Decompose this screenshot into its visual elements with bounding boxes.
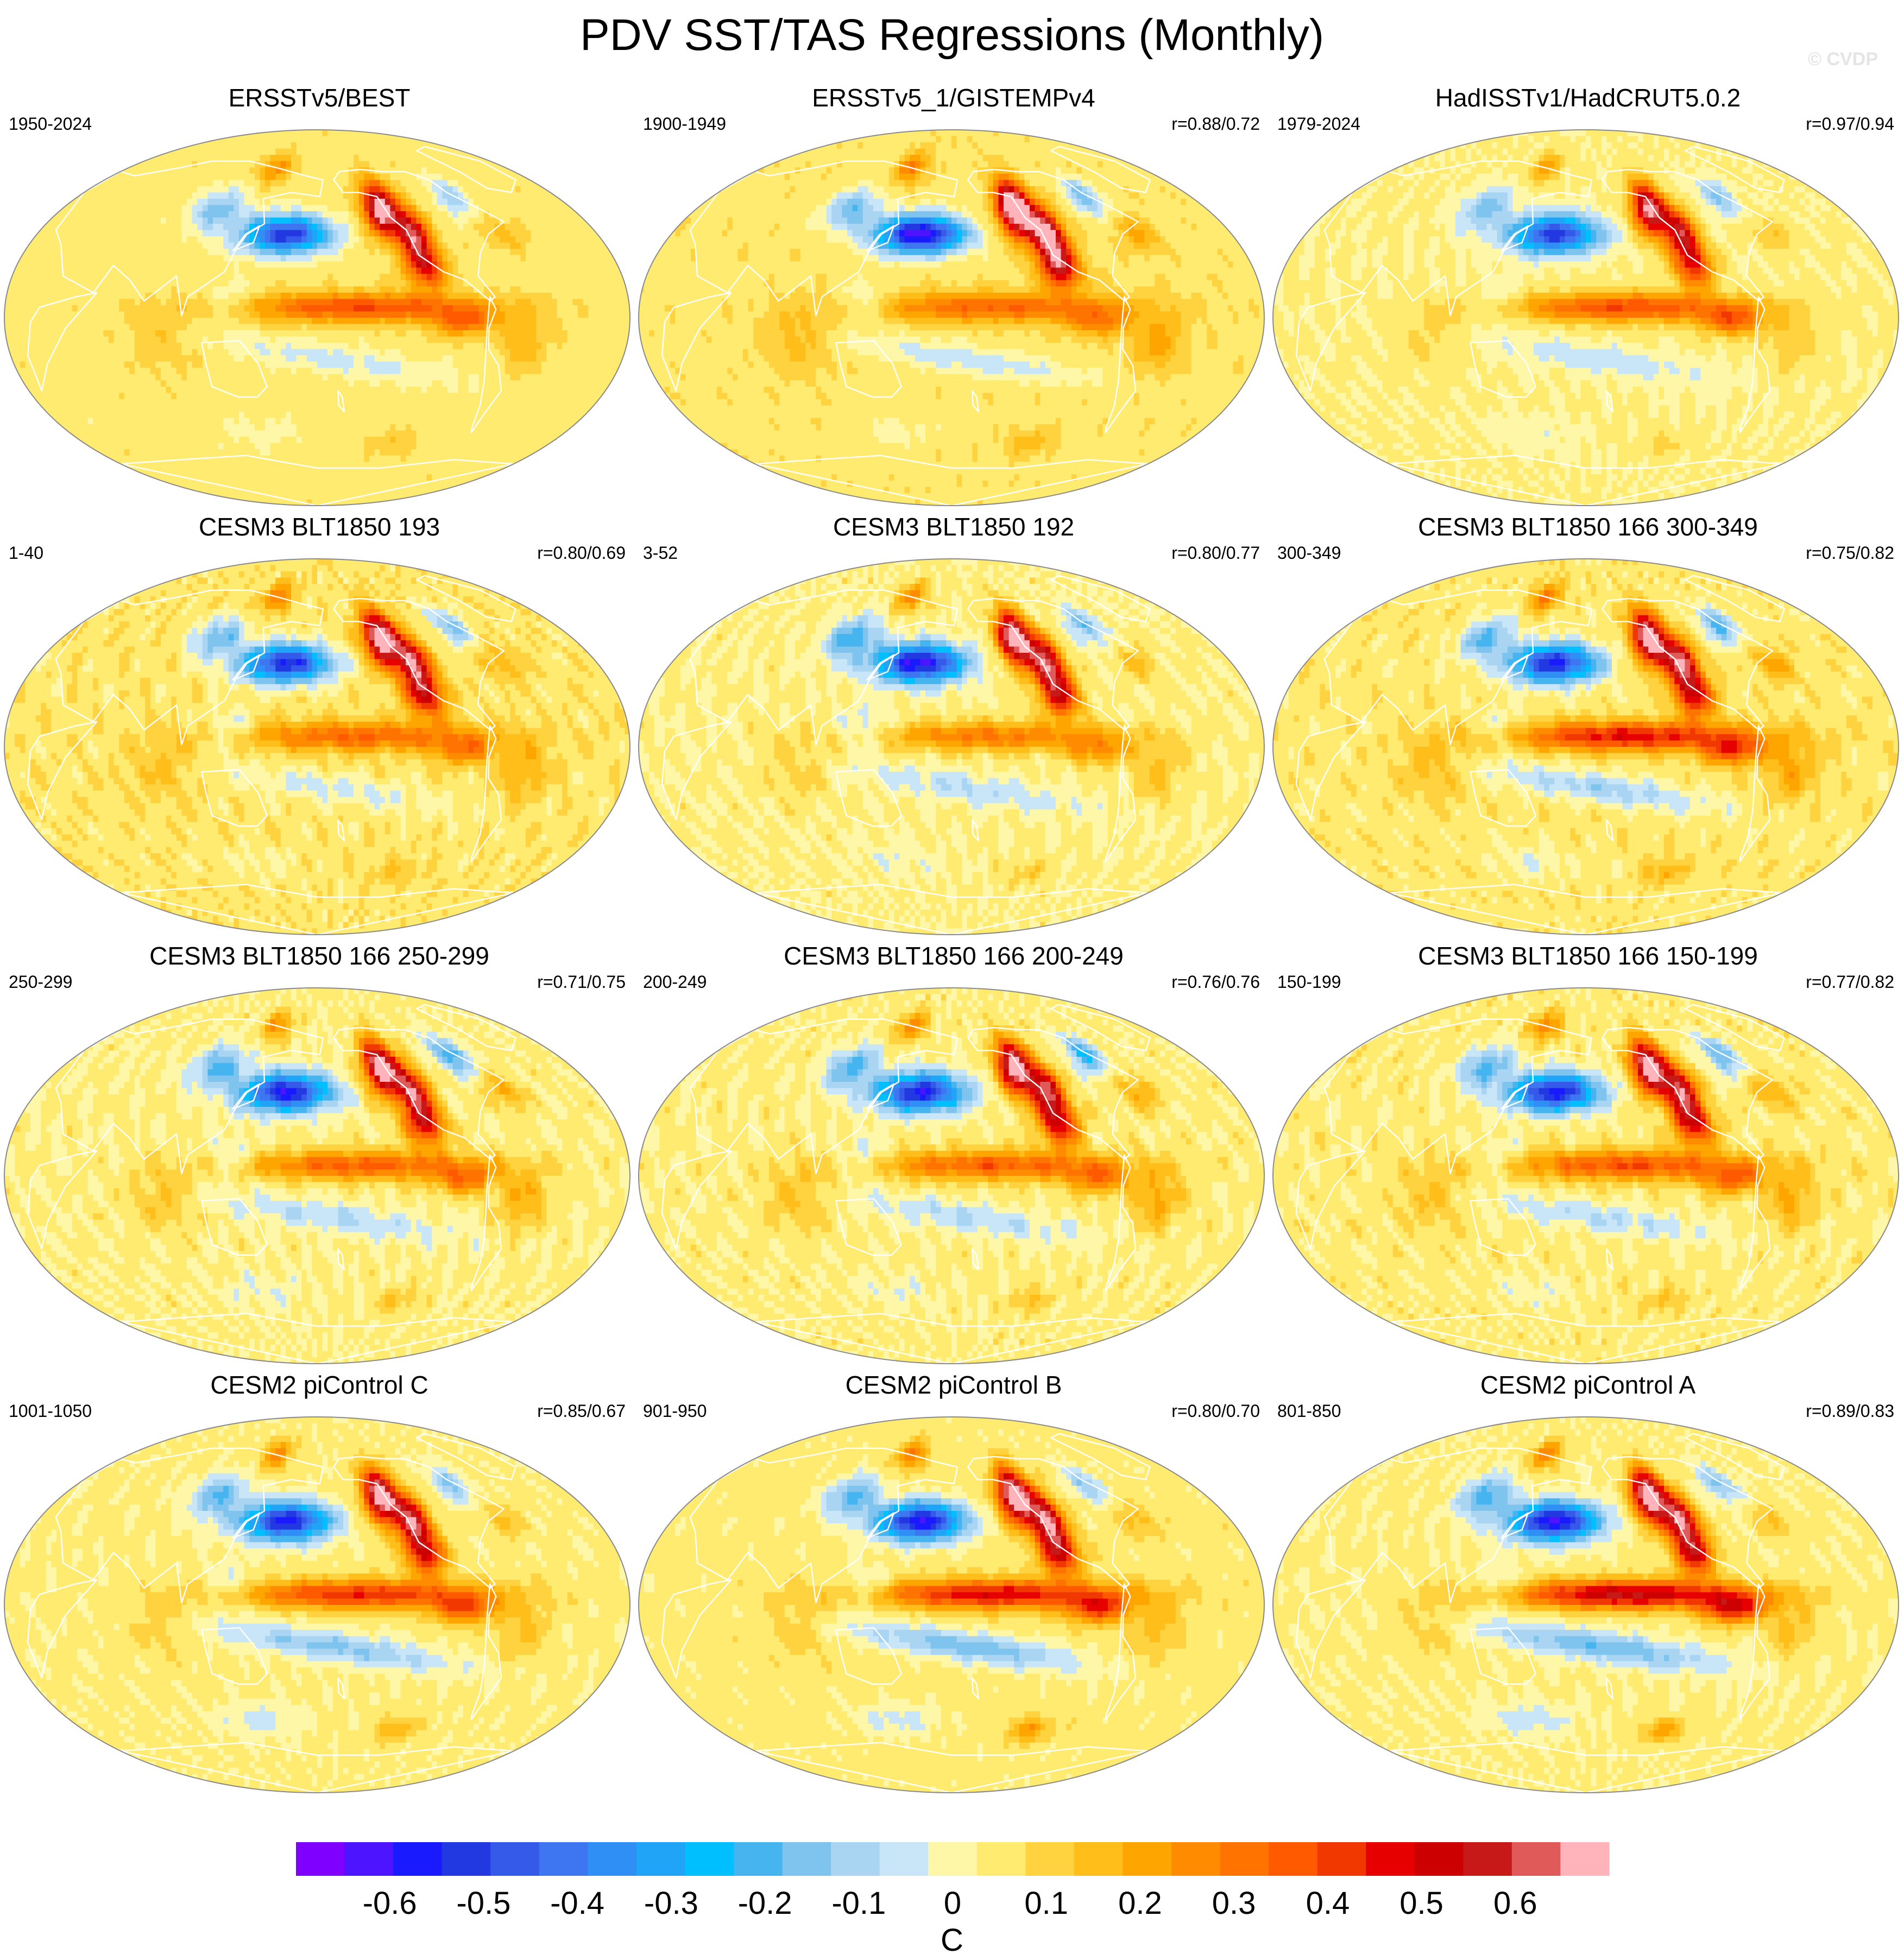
- panel-title: CESM3 BLT1850 193: [2, 511, 636, 543]
- map-panel: CESM3 BLT1850 166 300-349 300-349 r=0.75/0…: [1271, 511, 1904, 940]
- colorbar-swatch: [1123, 1842, 1171, 1876]
- colorbar-swatch: [685, 1842, 734, 1876]
- colorbar-swatch: [1074, 1842, 1123, 1876]
- map-panel: CESM3 BLT1850 193 1-40 r=0.80/0.69: [2, 511, 636, 940]
- colorbar-tick-label: -0.2: [738, 1886, 792, 1921]
- regression-map: [1271, 128, 1901, 508]
- map-panel: CESM3 BLT1850 166 200-249 200-249 r=0.76/0…: [636, 940, 1271, 1369]
- colorbar-swatch: [588, 1842, 636, 1876]
- colorbar-tick-label: -0.6: [363, 1886, 417, 1921]
- colorbar-tick-label: 0.5: [1399, 1886, 1443, 1921]
- panel-title: CESM2 piControl B: [636, 1369, 1271, 1401]
- colorbar-swatch: [1220, 1842, 1269, 1876]
- colorbar-swatch: [1317, 1842, 1366, 1876]
- colorbar-tick-label: -0.3: [644, 1886, 698, 1921]
- colorbar-tick-label: -0.1: [831, 1886, 886, 1921]
- panel-title: CESM3 BLT1850 166 150-199: [1271, 940, 1904, 972]
- map-panel: ERSSTv5_1/GISTEMPv4 1900-1949 r=0.88/0.72: [636, 81, 1271, 511]
- colorbar-tick-label: 0.1: [1024, 1886, 1068, 1921]
- colorbar-swatch: [1512, 1842, 1561, 1876]
- copyright-watermark: © CVDP: [1808, 49, 1878, 70]
- regression-map: [636, 128, 1266, 508]
- colorbar-swatch: [1269, 1842, 1317, 1876]
- colorbar-swatch: [1415, 1842, 1464, 1876]
- colorbar-tick-label: 0.6: [1493, 1886, 1537, 1921]
- panel-title: CESM3 BLT1850 192: [636, 511, 1271, 543]
- colorbar-tick-label: 0.2: [1118, 1886, 1162, 1921]
- figure-title: PDV SST/TAS Regressions (Monthly): [0, 5, 1904, 65]
- regression-map: [1271, 557, 1901, 937]
- regression-map: [1271, 986, 1901, 1366]
- colorbar-tick-label: 0.4: [1306, 1886, 1350, 1921]
- colorbar-tick-label: -0.4: [550, 1886, 604, 1921]
- colorbar-swatch: [1463, 1842, 1512, 1876]
- panel-title: ERSSTv5/BEST: [2, 81, 636, 114]
- regression-map: [636, 986, 1266, 1366]
- map-panel: ERSSTv5/BEST 1950-2024: [2, 81, 636, 511]
- colorbar-swatch: [734, 1842, 783, 1876]
- colorbar-swatch: [442, 1842, 491, 1876]
- map-panel: CESM3 BLT1850 166 150-199 150-199 r=0.77/0…: [1271, 940, 1904, 1369]
- regression-map: [2, 128, 632, 508]
- regression-map: [636, 1415, 1266, 1795]
- colorbar-swatch: [928, 1842, 977, 1876]
- map-panel: HadISSTv1/HadCRUT5.0.2 1979-2024 r=0.97/0.…: [1271, 81, 1904, 511]
- colorbar-swatch: [490, 1842, 539, 1876]
- panel-title: CESM3 BLT1850 166 300-349: [1271, 511, 1904, 543]
- colorbar-swatch: [296, 1842, 345, 1876]
- colorbar-swatch: [1171, 1842, 1220, 1876]
- colorbar-swatch: [636, 1842, 685, 1876]
- colorbar-tick-label: 0: [944, 1886, 961, 1921]
- panel-title: CESM3 BLT1850 166 250-299: [2, 940, 636, 972]
- colorbar-swatch: [880, 1842, 929, 1876]
- colorbar-tick-label: -0.5: [456, 1886, 510, 1921]
- colorbar-units: C: [0, 1923, 1904, 1958]
- map-panel: CESM2 piControl B 901-950 r=0.80/0.70: [636, 1369, 1271, 1798]
- map-panel: CESM2 piControl C 1001-1050 r=0.85/0.67: [2, 1369, 636, 1798]
- map-panel: CESM2 piControl A 801-850 r=0.89/0.83: [1271, 1369, 1904, 1798]
- regression-map: [2, 1415, 632, 1795]
- panel-title: CESM2 piControl A: [1271, 1369, 1904, 1401]
- map-panel: CESM3 BLT1850 166 250-299 250-299 r=0.71/0…: [2, 940, 636, 1369]
- colorbar-swatch: [393, 1842, 442, 1876]
- colorbar-swatch: [539, 1842, 588, 1876]
- panel-title: ERSSTv5_1/GISTEMPv4: [636, 81, 1271, 114]
- colorbar-swatch: [1025, 1842, 1074, 1876]
- colorbar-swatch: [1560, 1842, 1609, 1876]
- colorbar-swatch: [345, 1842, 394, 1876]
- map-panel: CESM3 BLT1850 192 3-52 r=0.80/0.77: [636, 511, 1271, 940]
- colorbar-swatch: [831, 1842, 880, 1876]
- regression-map: [636, 557, 1266, 937]
- panel-title: CESM3 BLT1850 166 200-249: [636, 940, 1271, 972]
- regression-map: [2, 557, 632, 937]
- colorbar-swatch: [977, 1842, 1026, 1876]
- colorbar-swatch: [1366, 1842, 1415, 1876]
- panel-title: HadISSTv1/HadCRUT5.0.2: [1271, 81, 1904, 114]
- colorbar-tick-label: 0.3: [1212, 1886, 1256, 1921]
- colorbar-swatch: [783, 1842, 831, 1876]
- regression-map: [2, 986, 632, 1366]
- panel-title: CESM2 piControl C: [2, 1369, 636, 1401]
- regression-map: [1271, 1415, 1901, 1795]
